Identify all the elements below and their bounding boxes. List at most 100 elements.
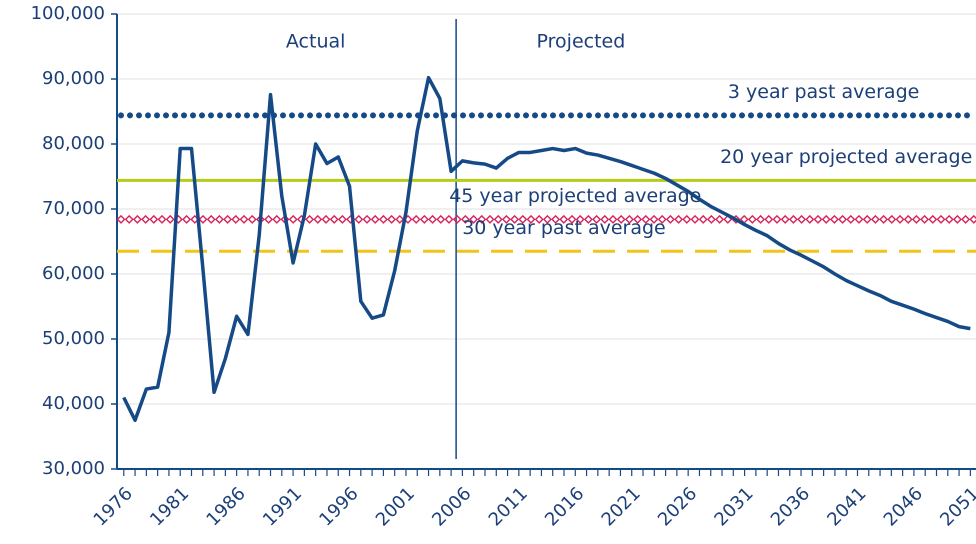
reference-label: 30 year past average (462, 217, 666, 239)
diamond (723, 214, 733, 224)
diamond (903, 214, 913, 224)
diamond (411, 214, 421, 224)
diamond (829, 214, 839, 224)
diamond (879, 214, 889, 224)
diamond (715, 214, 725, 224)
diamond (403, 214, 413, 224)
reference-label: 20 year projected average (720, 146, 972, 168)
reference-label: 45 year projected average (449, 185, 701, 207)
diamond (657, 214, 667, 224)
diamond (575, 214, 585, 224)
diamond (911, 214, 921, 224)
x-tick-label: 2051 (936, 483, 976, 530)
diamond (116, 214, 126, 224)
diamond (518, 214, 528, 224)
diamond (321, 214, 331, 224)
diamond (682, 214, 692, 224)
diamond (329, 214, 339, 224)
diamond (920, 214, 930, 224)
y-tick-label: 60,000 (42, 263, 105, 284)
diamond (542, 214, 552, 224)
diamond (838, 214, 848, 224)
diamond (780, 214, 790, 224)
diamond (805, 214, 815, 224)
diamond (895, 214, 905, 224)
y-tick-label: 80,000 (42, 133, 105, 154)
diamond (952, 214, 962, 224)
diamond (247, 214, 257, 224)
diamond (239, 214, 249, 224)
diamond (846, 214, 856, 224)
diamond (969, 214, 976, 224)
y-tick-label: 40,000 (42, 393, 105, 414)
diamond (272, 214, 282, 224)
diamond (961, 214, 971, 224)
diamond (444, 214, 454, 224)
diamond (124, 214, 134, 224)
diamond (559, 214, 569, 224)
diamond (132, 214, 142, 224)
x-tick-label: 1976 (90, 483, 137, 530)
diamond (526, 214, 536, 224)
diamond (477, 214, 487, 224)
diamond (674, 214, 684, 224)
annotation: Projected (537, 31, 626, 53)
y-tick-label: 30,000 (42, 458, 105, 479)
diamond (362, 214, 372, 224)
diamond (624, 214, 634, 224)
x-tick-label: 1991 (259, 483, 306, 530)
diamond (649, 214, 659, 224)
diamond (698, 214, 708, 224)
x-tick-label: 1986 (202, 483, 249, 530)
diamond (690, 214, 700, 224)
diamond (936, 214, 946, 224)
diamond (223, 214, 233, 224)
diamond (305, 214, 315, 224)
data-line (122, 75, 971, 422)
diamond (944, 214, 954, 224)
diamond (501, 214, 511, 224)
x-tick-label: 2026 (654, 483, 701, 530)
diamond (182, 214, 192, 224)
diamond (641, 214, 651, 224)
diamond (772, 214, 782, 224)
diamond (469, 214, 479, 224)
x-tick-label: 2001 (372, 483, 419, 530)
diamond (534, 214, 544, 224)
diamond (485, 214, 495, 224)
diamond (436, 214, 446, 224)
reference-label: 3 year past average (728, 81, 919, 103)
diamond (551, 214, 561, 224)
x-tick-label: 1996 (315, 483, 362, 530)
diamond (370, 214, 380, 224)
diamond (198, 214, 208, 224)
diamond (862, 214, 872, 224)
diamond (419, 214, 429, 224)
diamond (149, 214, 159, 224)
diamond (354, 214, 364, 224)
diamond (337, 214, 347, 224)
diamond (600, 214, 610, 224)
x-tick-label: 2031 (710, 483, 757, 530)
diamond (567, 214, 577, 224)
x-tick-label: 2016 (541, 483, 588, 530)
diamond (583, 214, 593, 224)
diamond (592, 214, 602, 224)
x-tick-label: 2011 (485, 483, 532, 530)
diamond (854, 214, 864, 224)
diamond (821, 214, 831, 224)
diamond (665, 214, 675, 224)
y-tick-label: 70,000 (42, 198, 105, 219)
diamond (214, 214, 224, 224)
diamond (788, 214, 798, 224)
diamond (206, 214, 216, 224)
diamond (378, 214, 388, 224)
diamond (510, 214, 520, 224)
diamond (756, 214, 766, 224)
diamond (493, 214, 503, 224)
diamond (870, 214, 880, 224)
x-tick-label: 1981 (146, 483, 193, 530)
diamond (460, 214, 470, 224)
diamond (157, 214, 167, 224)
diamond (165, 214, 175, 224)
